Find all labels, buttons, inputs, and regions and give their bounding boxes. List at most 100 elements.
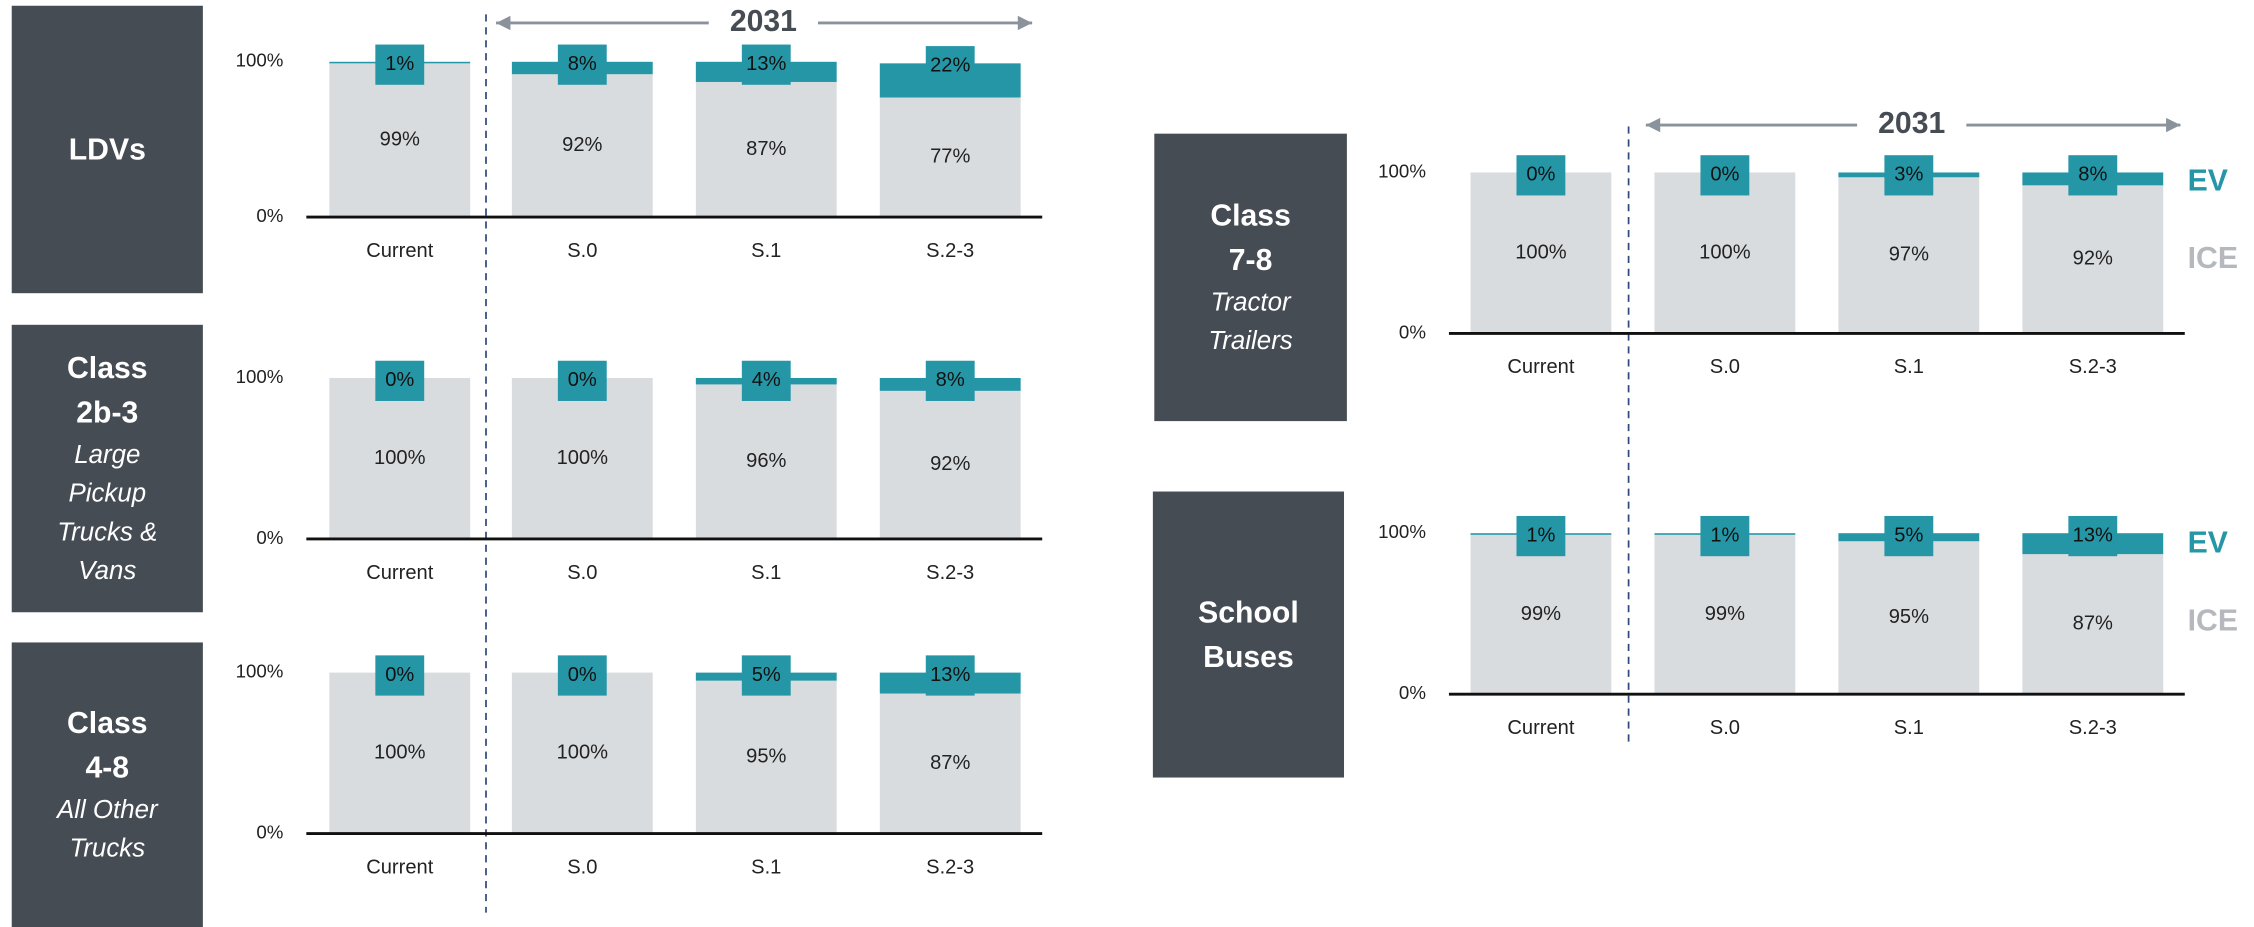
x-tick-label: S.0 — [1710, 717, 1740, 739]
label-box — [557, 360, 607, 401]
title-block: Class 7-8 Tractor Trailers — [1154, 134, 1347, 421]
label-box — [375, 655, 425, 696]
value-label: 0% — [385, 664, 414, 686]
value-label: 97% — [1889, 244, 1929, 266]
y-tick-label: 100% — [236, 366, 284, 387]
ice-bar — [695, 680, 837, 834]
title-box — [11, 324, 203, 613]
label-box — [741, 44, 791, 85]
x-tick-label: Current — [1507, 717, 1574, 739]
value-label: 8% — [568, 53, 597, 75]
ice-bar — [329, 672, 471, 834]
ice-bar — [511, 377, 653, 539]
x-tick-label: Current — [366, 856, 433, 878]
legend-label: EV — [2188, 164, 2228, 197]
value-label: 100% — [557, 741, 609, 763]
value-label: 4% — [752, 369, 781, 391]
ice-bar — [879, 390, 1021, 539]
chart-title: Class 4-8 — [67, 707, 148, 785]
x-tick-label: Current — [1507, 356, 1574, 378]
y-tick-label: 100% — [1378, 521, 1426, 542]
x-tick-label: S.0 — [1710, 356, 1740, 378]
ice-bar — [1838, 177, 1980, 334]
y-tick-label: 0% — [256, 822, 283, 843]
ice-bar — [1654, 534, 1796, 695]
title-block: Class 4-8 All Other Trucks — [12, 642, 203, 927]
x-tick-label: S.2-3 — [2069, 717, 2117, 739]
ice-bar — [329, 377, 471, 539]
title-box — [1154, 133, 1347, 422]
value-label: 1% — [1710, 524, 1739, 546]
x-tick-label: S.0 — [567, 240, 597, 262]
x-tick-label: S.2-3 — [926, 240, 974, 262]
value-label: 0% — [385, 369, 414, 391]
ice-bar — [695, 384, 837, 539]
label-box — [1700, 155, 1750, 196]
value-label: 100% — [557, 447, 609, 469]
ice-bar — [879, 693, 1021, 834]
x-tick-label: S.0 — [567, 562, 597, 584]
ice-bar — [695, 81, 837, 218]
title-area: Class 2b-3 Large Pickup Trucks & Vans — [12, 325, 203, 612]
title-area: Class 7-8 Tractor Trailers — [1154, 134, 1347, 421]
value-label: 95% — [1889, 606, 1929, 628]
y-tick-label: 0% — [1399, 321, 1426, 342]
arrow-head — [1645, 117, 1661, 133]
ice-bar — [2022, 185, 2164, 334]
label-box — [925, 46, 975, 87]
value-label: 5% — [752, 664, 781, 686]
value-label: 8% — [2078, 164, 2107, 186]
value-label: 3% — [1894, 164, 1923, 186]
ice-bar — [1470, 534, 1612, 695]
chart-title: School Buses — [1198, 595, 1299, 674]
value-label: 87% — [2073, 612, 2113, 634]
y-tick-label: 100% — [236, 50, 284, 71]
title-box — [11, 642, 203, 927]
label-box — [1700, 515, 1750, 557]
ice-bar — [879, 97, 1021, 218]
x-tick-label: Current — [366, 240, 433, 262]
chart-subtitle: All Other Trucks — [56, 794, 158, 863]
value-label: 99% — [1705, 603, 1745, 625]
value-label: 8% — [936, 369, 965, 391]
label-box — [925, 360, 975, 401]
label-box — [2068, 515, 2118, 557]
value-label: 13% — [746, 53, 786, 75]
value-label: 1% — [385, 53, 414, 75]
value-label: 0% — [1710, 164, 1739, 186]
value-label: 92% — [562, 134, 602, 156]
chart-title: Class 7-8 — [1210, 199, 1291, 278]
arrow-head — [496, 15, 511, 31]
value-label: 87% — [746, 138, 786, 160]
label-box — [2068, 155, 2118, 196]
value-label: 100% — [1699, 241, 1751, 263]
y-tick-label: 0% — [1399, 682, 1426, 703]
x-tick-label: S.1 — [1894, 717, 1924, 739]
value-label: 100% — [374, 447, 426, 469]
label-box — [741, 655, 791, 696]
label-box — [557, 44, 607, 85]
value-label: 92% — [2073, 248, 2113, 270]
value-label: 77% — [930, 146, 970, 168]
title-area: Class 4-8 All Other Trucks — [12, 642, 203, 927]
value-label: 0% — [568, 664, 597, 686]
title-block: Class 2b-3 Large Pickup Trucks & Vans — [12, 325, 203, 612]
value-label: 0% — [568, 369, 597, 391]
annotation: 2031 — [730, 5, 797, 38]
x-tick-label: S.1 — [751, 240, 781, 262]
x-tick-label: S.1 — [751, 856, 781, 878]
value-label: 1% — [1526, 524, 1555, 546]
chart-subtitle: Tractor Trailers — [1208, 287, 1293, 355]
title-area: School Buses — [1198, 595, 1299, 674]
value-label: 99% — [1521, 603, 1561, 625]
value-label: 95% — [746, 745, 786, 767]
ice-bar — [511, 74, 653, 218]
ice-bar — [1654, 172, 1796, 334]
title-area: LDVs — [69, 133, 146, 166]
label-box — [557, 655, 607, 696]
label-box — [375, 44, 425, 85]
y-tick-label: 100% — [1378, 160, 1426, 181]
value-label: 100% — [1515, 241, 1567, 263]
label-box — [1884, 515, 1934, 557]
title-box — [11, 5, 203, 294]
